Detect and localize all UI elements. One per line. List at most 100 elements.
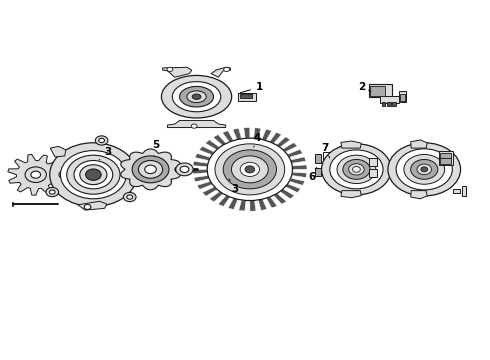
Polygon shape <box>411 191 427 199</box>
Circle shape <box>127 195 133 199</box>
Wedge shape <box>195 153 211 161</box>
Circle shape <box>67 155 120 194</box>
Circle shape <box>96 136 108 145</box>
Circle shape <box>223 67 229 72</box>
Text: 3: 3 <box>229 179 239 194</box>
Circle shape <box>215 144 285 195</box>
Circle shape <box>138 161 163 178</box>
Circle shape <box>59 170 71 179</box>
Wedge shape <box>276 137 290 147</box>
Circle shape <box>98 138 104 143</box>
Bar <box>380 96 399 103</box>
Circle shape <box>123 192 136 202</box>
Wedge shape <box>250 201 256 211</box>
Wedge shape <box>289 178 305 185</box>
Circle shape <box>50 143 137 207</box>
Circle shape <box>145 165 156 174</box>
Text: 7: 7 <box>321 143 330 158</box>
Wedge shape <box>273 193 287 204</box>
Bar <box>240 94 252 99</box>
Polygon shape <box>78 201 107 210</box>
Bar <box>439 151 453 165</box>
Bar <box>392 102 396 105</box>
Circle shape <box>46 188 58 197</box>
Wedge shape <box>209 192 223 202</box>
Bar <box>440 158 451 164</box>
Bar <box>400 94 405 100</box>
Wedge shape <box>233 129 242 140</box>
Polygon shape <box>121 149 180 190</box>
Wedge shape <box>197 181 213 189</box>
Wedge shape <box>292 165 307 169</box>
Text: 6: 6 <box>308 167 317 182</box>
Circle shape <box>231 156 268 183</box>
Wedge shape <box>262 129 272 140</box>
Circle shape <box>404 154 444 184</box>
Wedge shape <box>218 195 230 206</box>
Bar <box>368 169 377 177</box>
Bar <box>315 154 320 163</box>
Text: 4: 4 <box>253 133 261 147</box>
Circle shape <box>74 161 113 189</box>
Wedge shape <box>239 200 246 211</box>
Wedge shape <box>202 187 217 196</box>
Circle shape <box>421 167 428 172</box>
Circle shape <box>388 143 461 196</box>
Ellipse shape <box>192 94 201 99</box>
Circle shape <box>240 162 260 176</box>
Circle shape <box>176 163 193 176</box>
Ellipse shape <box>180 86 214 107</box>
Wedge shape <box>270 132 282 143</box>
Circle shape <box>25 167 47 183</box>
Polygon shape <box>341 141 361 148</box>
Circle shape <box>411 159 438 179</box>
Bar <box>453 189 460 193</box>
Circle shape <box>80 165 107 185</box>
Wedge shape <box>193 161 208 167</box>
Circle shape <box>417 164 432 175</box>
Polygon shape <box>8 154 64 195</box>
Wedge shape <box>222 131 234 142</box>
Circle shape <box>207 138 293 201</box>
Bar <box>382 102 386 105</box>
Polygon shape <box>168 121 225 127</box>
Polygon shape <box>411 140 427 148</box>
Wedge shape <box>228 198 238 210</box>
Circle shape <box>337 155 376 184</box>
Wedge shape <box>194 175 209 182</box>
Circle shape <box>49 190 55 194</box>
Wedge shape <box>199 146 215 155</box>
Bar <box>238 93 256 100</box>
Circle shape <box>349 164 364 175</box>
Wedge shape <box>292 172 307 177</box>
Wedge shape <box>266 197 277 208</box>
Bar <box>387 102 391 105</box>
Wedge shape <box>287 149 303 157</box>
Circle shape <box>223 150 276 189</box>
Wedge shape <box>205 140 220 150</box>
Wedge shape <box>280 189 294 199</box>
Bar <box>368 158 377 166</box>
Wedge shape <box>244 127 250 138</box>
Polygon shape <box>341 191 361 198</box>
Bar <box>399 91 406 102</box>
Wedge shape <box>283 143 297 152</box>
Circle shape <box>352 167 360 172</box>
Circle shape <box>167 67 173 72</box>
Wedge shape <box>254 128 261 139</box>
Circle shape <box>321 144 392 195</box>
Circle shape <box>343 159 370 179</box>
Ellipse shape <box>161 76 232 118</box>
Wedge shape <box>258 199 267 210</box>
Circle shape <box>84 204 91 210</box>
Bar <box>462 186 466 195</box>
Wedge shape <box>213 135 226 145</box>
Bar <box>368 84 392 97</box>
Wedge shape <box>285 184 300 193</box>
Ellipse shape <box>187 91 206 103</box>
Ellipse shape <box>172 82 221 112</box>
Circle shape <box>54 167 75 183</box>
Circle shape <box>132 156 169 183</box>
Circle shape <box>60 150 126 199</box>
Bar <box>440 153 451 158</box>
